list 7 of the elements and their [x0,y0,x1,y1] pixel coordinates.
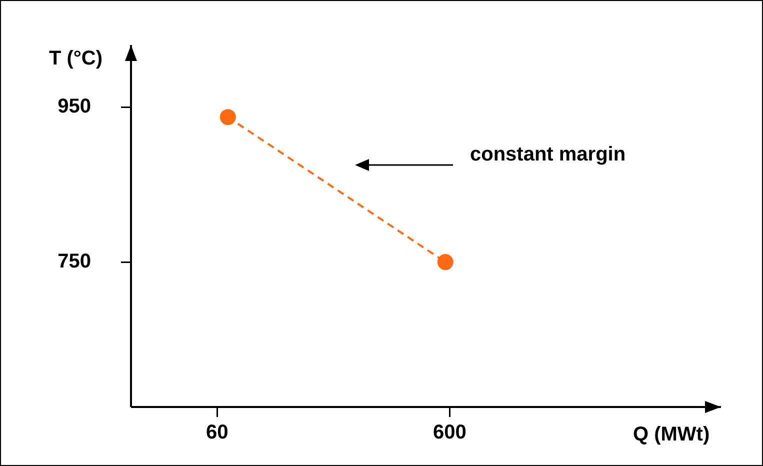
x-tick-label: 600 [433,422,466,444]
y-tick-label: 950 [58,96,91,118]
annotation: constant margin [470,144,626,166]
x-axis-title: Q (MWt) [633,424,710,446]
x-tick-label: 60 [206,422,228,444]
y-axis-title: T (°C) [49,48,103,70]
y-tick-label: 750 [58,250,91,273]
